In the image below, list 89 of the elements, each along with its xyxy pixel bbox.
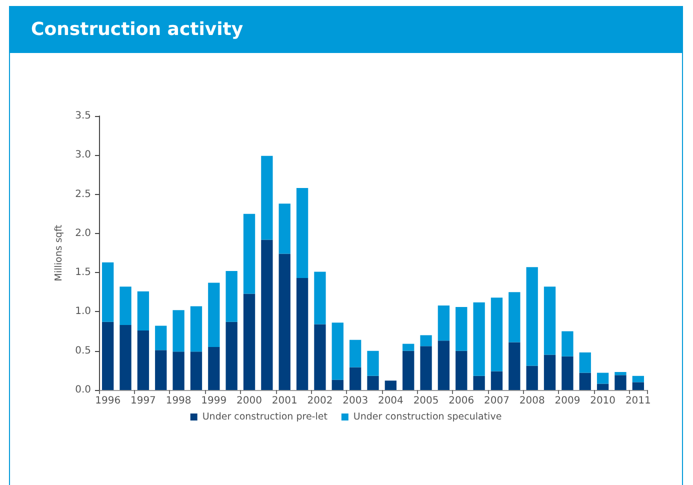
bar <box>349 340 362 368</box>
bar <box>120 286 132 326</box>
bar <box>562 356 574 390</box>
bar <box>526 366 538 390</box>
bar <box>243 214 256 294</box>
bar <box>102 322 114 390</box>
bar <box>296 188 308 278</box>
bar <box>473 302 485 376</box>
bar <box>456 350 468 390</box>
y-tick-label: 1.5 <box>75 267 91 278</box>
x-tick-label: 2002 <box>307 396 333 406</box>
y-tick-label: 1.0 <box>75 306 91 318</box>
x-tick-label: 2001 <box>272 396 298 406</box>
bar <box>314 272 326 324</box>
bar <box>473 376 485 390</box>
x-tick-label: 2009 <box>554 396 580 406</box>
bar <box>296 278 308 390</box>
bar <box>614 375 626 390</box>
bar <box>261 240 273 390</box>
y-tick-label: 2.0 <box>75 228 91 239</box>
bar <box>526 267 538 366</box>
x-tick-label: 1997 <box>130 396 156 406</box>
bar <box>120 325 132 390</box>
bar <box>402 344 414 351</box>
bar <box>562 331 574 356</box>
chart-title: Construction activity <box>31 19 244 41</box>
bar <box>243 294 256 390</box>
bar <box>490 298 503 372</box>
x-tick-label: 2010 <box>590 396 616 406</box>
x-tick-label: 2007 <box>484 396 510 406</box>
bar <box>438 340 450 390</box>
x-tick-label: 1999 <box>201 396 227 406</box>
bar <box>172 310 184 352</box>
bar <box>367 376 379 390</box>
bar <box>596 384 609 390</box>
bar <box>314 324 326 390</box>
bar <box>172 352 184 390</box>
x-tick-label: 2008 <box>519 396 545 406</box>
bar <box>208 282 220 347</box>
bar <box>384 380 397 390</box>
bar <box>155 326 167 350</box>
bar <box>579 352 591 373</box>
x-tick-label: 2011 <box>625 396 651 406</box>
bar <box>332 380 344 390</box>
bar <box>544 354 556 390</box>
x-tick-label: 2004 <box>378 396 404 406</box>
bar <box>190 352 202 390</box>
y-tick-label: 2.5 <box>75 188 91 200</box>
bar <box>349 367 362 390</box>
bar <box>438 305 450 341</box>
x-tick-label: 2005 <box>413 396 439 406</box>
y-tick-label: 0.0 <box>75 384 91 396</box>
x-tick-label: 1998 <box>166 396 192 406</box>
bar <box>102 262 114 322</box>
bar <box>261 156 273 240</box>
bar <box>367 350 379 376</box>
bar <box>596 372 609 384</box>
bar <box>508 292 520 342</box>
y-tick-label: 3.0 <box>75 150 91 161</box>
bar <box>155 350 167 390</box>
bar <box>579 372 591 390</box>
y-axis-title: Millions sqft <box>54 224 65 282</box>
bar <box>402 350 414 390</box>
bar <box>278 204 290 254</box>
bar <box>226 322 238 390</box>
bar <box>420 335 432 346</box>
bar <box>208 346 220 390</box>
legend-label: Under construction speculative <box>353 412 502 422</box>
x-tick-label: 2006 <box>448 396 474 406</box>
bar <box>508 342 520 390</box>
bar <box>226 271 238 322</box>
x-tick-label: 2003 <box>342 396 368 406</box>
x-tick-label: 1996 <box>95 396 121 406</box>
bar <box>544 286 556 355</box>
bar <box>490 371 503 390</box>
legend-label: Under construction pre-let <box>202 412 328 422</box>
bar <box>332 322 344 380</box>
bar <box>278 254 290 390</box>
y-tick-label: 0.5 <box>75 345 91 356</box>
bar <box>456 307 468 351</box>
bar <box>190 306 202 352</box>
bar <box>632 376 644 382</box>
bar <box>137 291 150 331</box>
bar <box>137 330 150 390</box>
y-tick-label: 3.5 <box>75 110 91 122</box>
bar <box>632 382 644 390</box>
x-tick-label: 2000 <box>236 396 262 406</box>
bar <box>614 372 626 376</box>
bar <box>420 346 432 390</box>
